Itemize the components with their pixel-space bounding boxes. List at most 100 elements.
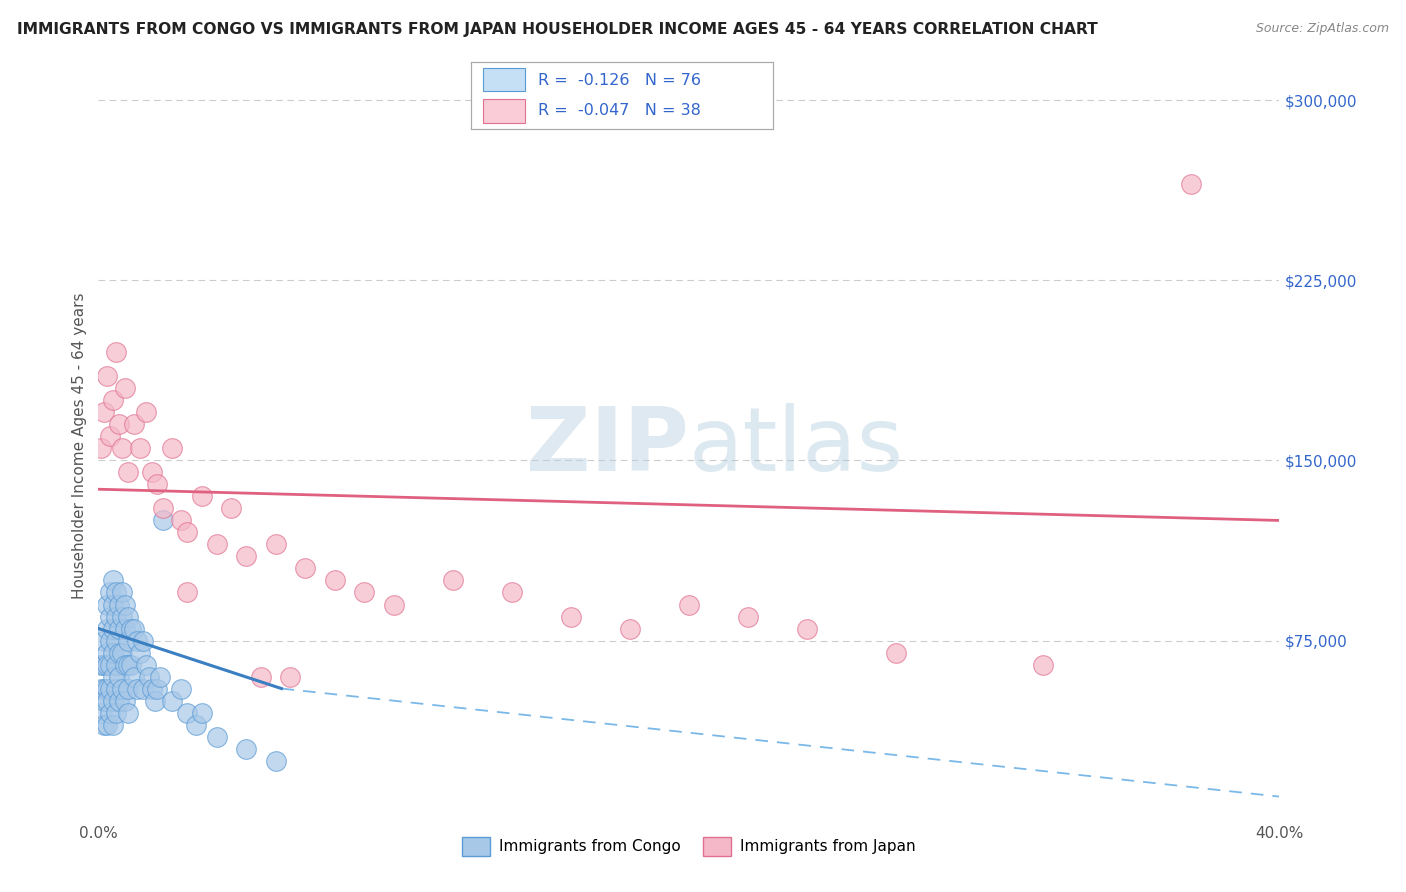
Point [353,585,375,599]
Text: R =  -0.047   N = 38: R = -0.047 N = 38 [537,103,700,118]
Point [619,622,641,636]
Point [235,549,257,564]
Point [96,622,118,636]
Point [96,657,118,672]
Point [132,681,155,696]
Point [117,633,139,648]
Point [108,669,131,683]
Point [149,669,172,683]
Point [117,466,139,480]
Point [111,646,134,660]
Point [96,693,118,707]
Point [184,717,207,731]
Point [678,598,700,612]
Point [170,681,193,696]
Point [98,429,121,443]
Point [122,622,145,636]
Point [191,706,214,720]
Point [96,681,118,696]
Point [125,681,148,696]
Point [1032,657,1054,672]
Point [125,633,148,648]
Point [114,693,136,707]
Point [120,657,142,672]
Point [96,369,118,384]
Point [141,466,163,480]
Point [146,681,169,696]
Point [152,501,174,516]
Point [114,622,136,636]
Point [138,669,160,683]
Point [560,609,582,624]
Legend: Immigrants from Congo, Immigrants from Japan: Immigrants from Congo, Immigrants from J… [456,830,922,862]
Point [152,513,174,527]
Point [93,405,115,419]
Point [235,741,257,756]
Point [323,574,346,588]
Point [120,622,142,636]
Point [122,669,145,683]
Text: IMMIGRANTS FROM CONGO VS IMMIGRANTS FROM JAPAN HOUSEHOLDER INCOME AGES 45 - 64 Y: IMMIGRANTS FROM CONGO VS IMMIGRANTS FROM… [17,22,1098,37]
Point [114,381,136,395]
Point [98,681,121,696]
Text: Source: ZipAtlas.com: Source: ZipAtlas.com [1256,22,1389,36]
Point [176,585,198,599]
Point [93,633,115,648]
Point [108,646,131,660]
Point [103,622,125,636]
Point [105,706,128,720]
Point [117,657,139,672]
Point [111,442,134,456]
Point [143,693,166,707]
Point [280,669,302,683]
Text: R =  -0.126   N = 76: R = -0.126 N = 76 [537,72,700,87]
Point [93,657,115,672]
Point [90,681,112,696]
Point [90,657,112,672]
Point [162,693,183,707]
Point [105,681,128,696]
Point [108,622,131,636]
Y-axis label: Householder Income Ages 45 - 64 years: Householder Income Ages 45 - 64 years [72,293,87,599]
Point [501,585,523,599]
Point [264,537,287,551]
Point [111,609,134,624]
Text: atlas: atlas [689,402,904,490]
Point [737,609,759,624]
Point [176,525,198,540]
Point [111,585,134,599]
Point [117,681,139,696]
Text: ZIP: ZIP [526,402,689,490]
Point [105,633,128,648]
Point [93,717,115,731]
Point [176,706,198,720]
Point [250,669,273,683]
Point [382,598,405,612]
Point [264,754,287,768]
Point [105,345,128,359]
Point [1180,178,1202,192]
Point [103,693,125,707]
Point [103,646,125,660]
Point [135,405,157,419]
Point [146,477,169,491]
Point [108,417,131,432]
Point [441,574,464,588]
Point [103,393,125,408]
Point [162,442,183,456]
Point [132,633,155,648]
Point [170,513,193,527]
FancyBboxPatch shape [484,68,526,91]
FancyBboxPatch shape [484,99,526,123]
Point [98,609,121,624]
Point [90,442,112,456]
Point [114,598,136,612]
Point [105,609,128,624]
Point [884,646,907,660]
Point [294,561,316,575]
Point [117,609,139,624]
Point [103,717,125,731]
Point [117,706,139,720]
Point [128,646,150,660]
Point [205,730,228,744]
